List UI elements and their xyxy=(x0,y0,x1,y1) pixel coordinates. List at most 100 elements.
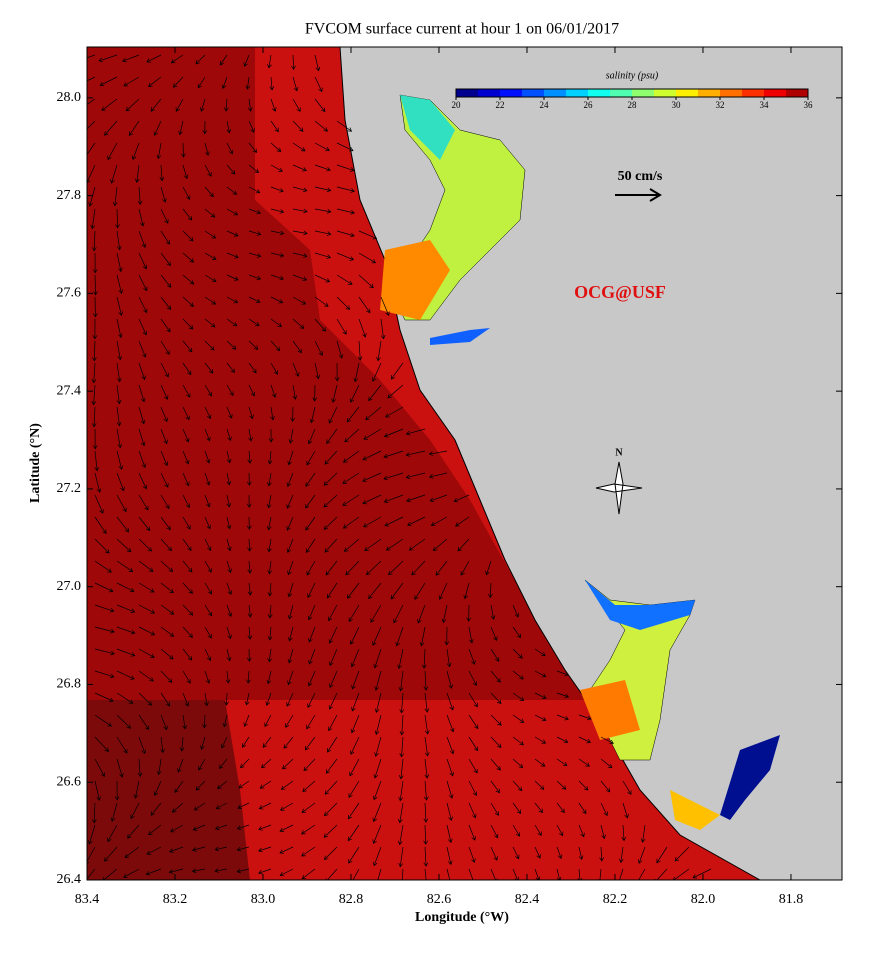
current-arrow xyxy=(102,868,118,880)
current-arrow xyxy=(376,340,382,362)
current-arrow xyxy=(374,670,382,691)
current-arrow xyxy=(395,626,404,647)
current-arrow xyxy=(303,758,316,772)
current-arrow xyxy=(94,648,115,656)
current-arrow xyxy=(267,582,273,597)
current-arrow xyxy=(261,758,272,769)
current-arrow xyxy=(199,98,206,112)
current-arrow xyxy=(145,868,162,876)
current-arrow xyxy=(399,692,405,714)
current-arrow xyxy=(246,516,252,530)
current-arrow xyxy=(138,714,150,731)
current-arrow xyxy=(238,780,250,789)
current-arrow xyxy=(430,516,448,527)
current-arrow xyxy=(182,560,193,573)
current-arrow xyxy=(153,780,162,796)
current-arrow xyxy=(259,780,272,789)
current-arrow xyxy=(110,164,118,184)
current-arrow xyxy=(219,54,228,66)
current-arrow xyxy=(372,824,382,845)
current-arrow xyxy=(123,76,140,87)
current-arrow xyxy=(308,648,316,665)
current-arrow xyxy=(368,384,382,402)
current-arrow xyxy=(292,208,308,214)
current-arrow xyxy=(305,472,316,487)
current-arrow xyxy=(94,538,110,554)
current-arrow xyxy=(268,428,274,443)
current-arrow xyxy=(328,692,338,710)
x-tick-label: 83.0 xyxy=(251,892,276,907)
current-arrow xyxy=(116,274,124,294)
current-arrow xyxy=(600,802,608,817)
current-arrow xyxy=(336,318,347,335)
current-arrow xyxy=(160,736,165,754)
current-arrow xyxy=(490,846,498,861)
current-arrow xyxy=(224,692,229,706)
current-arrow xyxy=(94,780,101,801)
colorbar: 20 22 24 26 28 30 32 34 36 xyxy=(452,88,813,110)
current-arrow xyxy=(336,230,355,238)
current-arrow xyxy=(182,604,194,616)
current-arrow xyxy=(534,846,541,859)
current-arrow xyxy=(200,736,206,750)
caloosahatchee-mouth xyxy=(670,790,720,830)
current-arrow xyxy=(490,626,498,641)
current-arrow xyxy=(247,98,253,112)
current-arrow xyxy=(512,670,524,680)
current-arrow xyxy=(116,296,124,316)
current-arrow xyxy=(195,54,206,65)
colorbar-segment xyxy=(698,89,721,97)
current-arrow xyxy=(305,538,316,554)
current-arrow xyxy=(204,340,215,351)
current-arrow xyxy=(287,626,294,642)
current-arrow xyxy=(150,98,162,112)
current-arrow xyxy=(347,802,360,820)
current-arrow xyxy=(393,604,404,624)
current-arrow xyxy=(160,538,172,552)
current-arrow xyxy=(556,780,567,790)
current-arrow xyxy=(325,758,338,774)
current-arrow xyxy=(182,516,191,530)
current-arrow xyxy=(160,714,168,731)
current-arrow xyxy=(226,604,233,618)
current-arrow xyxy=(127,824,140,839)
current-arrow xyxy=(247,626,253,640)
current-arrow xyxy=(305,516,316,531)
current-arrow xyxy=(512,714,525,723)
current-arrow xyxy=(133,780,140,799)
current-arrow xyxy=(287,582,294,598)
current-arrow xyxy=(116,362,122,383)
current-arrow xyxy=(323,824,338,838)
current-arrow xyxy=(336,296,351,310)
current-arrow xyxy=(94,626,115,634)
current-arrow xyxy=(432,538,448,551)
current-arrow xyxy=(314,54,321,72)
current-arrow xyxy=(138,472,148,490)
current-arrow xyxy=(138,362,146,381)
current-arrow xyxy=(336,252,355,261)
colorbar-segment xyxy=(544,89,567,97)
current-arrow xyxy=(556,714,569,721)
current-arrow xyxy=(383,450,404,459)
current-arrow xyxy=(192,846,206,852)
current-arrow xyxy=(397,824,404,846)
current-arrow xyxy=(490,604,496,620)
current-arrow xyxy=(270,384,277,398)
current-arrow xyxy=(373,846,382,867)
current-arrow xyxy=(266,494,272,509)
current-arrow xyxy=(468,648,476,665)
current-arrow xyxy=(385,406,404,418)
current-arrow xyxy=(244,692,250,706)
current-arrow xyxy=(534,824,542,837)
current-arrow xyxy=(380,296,390,316)
current-arrow xyxy=(160,428,168,445)
current-arrow xyxy=(279,802,294,811)
current-arrow xyxy=(399,736,405,758)
colorbar-tick-label: 34 xyxy=(760,100,770,110)
tampa-mouth xyxy=(380,240,450,320)
current-arrow xyxy=(328,714,338,732)
current-arrow xyxy=(292,384,298,400)
current-arrow xyxy=(226,120,232,134)
current-arrow xyxy=(292,164,307,172)
current-arrow xyxy=(362,494,382,505)
